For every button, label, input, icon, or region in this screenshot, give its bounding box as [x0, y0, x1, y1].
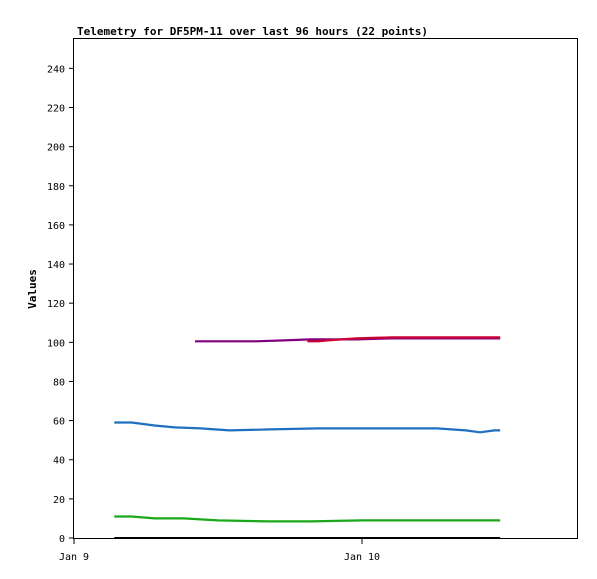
y-tick-label: 0 [59, 534, 65, 545]
x-tick-label: Jan 10 [344, 552, 380, 563]
y-tick-label: 60 [53, 417, 65, 428]
y-tick-label: 180 [47, 182, 65, 193]
y-axis-label: Values [26, 269, 39, 309]
series-line-3 [114, 515, 501, 523]
series-line-2 [114, 421, 501, 434]
chart-title: Telemetry for DF5PM-11 over last 96 hour… [77, 25, 428, 38]
y-axis-ticks: 0 20 40 60 80 100 120 140 160 180 200 220 240 [47, 64, 74, 545]
y-tick-label: 200 [47, 143, 65, 154]
y-tick-label: 160 [47, 221, 65, 232]
plot-area [73, 38, 578, 539]
y-tick-label: 100 [47, 338, 65, 349]
y-tick-label: 80 [53, 377, 65, 388]
x-tick-label: Jan 9 [59, 552, 89, 563]
series-line-1 [307, 336, 501, 343]
y-tick-label: 220 [47, 103, 65, 114]
y-tick-label: 120 [47, 299, 65, 310]
y-tick-label: 140 [47, 260, 65, 271]
y-tick-label: 40 [53, 456, 65, 467]
x-axis-ticks: Jan 9 Jan 10 [59, 538, 380, 563]
series-layer [114, 336, 501, 539]
y-tick-label: 20 [53, 495, 65, 506]
y-tick-label: 240 [47, 64, 65, 75]
